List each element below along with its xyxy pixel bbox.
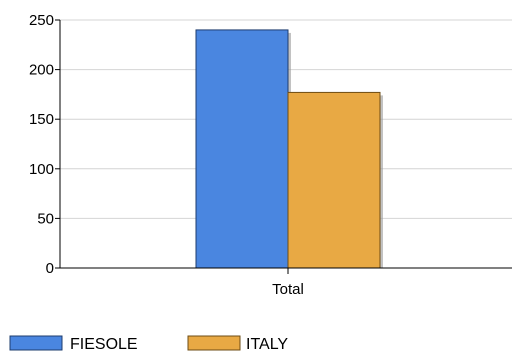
y-tick-label: 0	[46, 260, 54, 277]
legend-swatch-italy	[187, 335, 241, 351]
legend-label-italy: ITALY	[246, 336, 288, 353]
y-tick-label: 150	[29, 111, 54, 128]
legend-item-fiesole: FIESOLE	[9, 335, 138, 353]
bar-fiesole	[195, 29, 289, 269]
legend-label-fiesole: FIESOLE	[70, 336, 138, 353]
y-tick-label: 200	[29, 62, 54, 79]
legend-item-italy: ITALY	[187, 335, 288, 353]
bars	[195, 29, 383, 269]
y-tick-label: 250	[29, 12, 54, 29]
y-tick-label: 50	[37, 210, 54, 227]
x-tick-label-total: Total	[272, 281, 304, 298]
y-tick-label: 100	[29, 161, 54, 178]
legend-swatch-fiesole	[9, 335, 63, 351]
axes	[55, 19, 512, 274]
bar-italy	[287, 91, 381, 269]
legend: FIESOLE ITALY	[9, 335, 288, 353]
y-tick-labels: 0 50 100 150 200 250	[29, 12, 54, 277]
